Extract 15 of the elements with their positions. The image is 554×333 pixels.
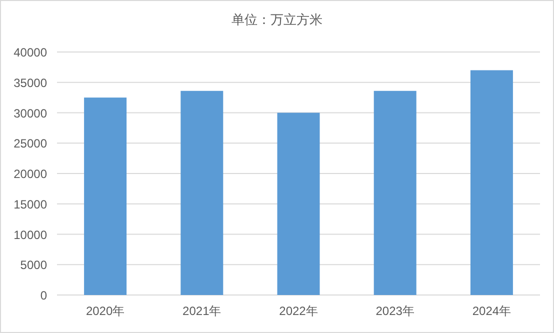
ytick: 5000 [20, 258, 47, 272]
xtick: 2022年 [279, 304, 318, 318]
ytick: 30000 [14, 106, 47, 120]
ytick: 15000 [14, 197, 47, 212]
ytick: 0 [40, 288, 47, 302]
ytick: 10000 [14, 228, 47, 242]
ytick: 25000 [14, 136, 47, 151]
xtick: 2023年 [376, 304, 414, 318]
ytick: 40000 [14, 46, 47, 60]
ytick: 35000 [14, 76, 47, 90]
ytick: 20000 [14, 167, 47, 181]
title: 单位：万立方米 [232, 12, 322, 27]
xtick: 2020年 [86, 304, 125, 318]
xtick: 2024年 [472, 304, 512, 318]
xtick: 2021年 [182, 304, 222, 318]
